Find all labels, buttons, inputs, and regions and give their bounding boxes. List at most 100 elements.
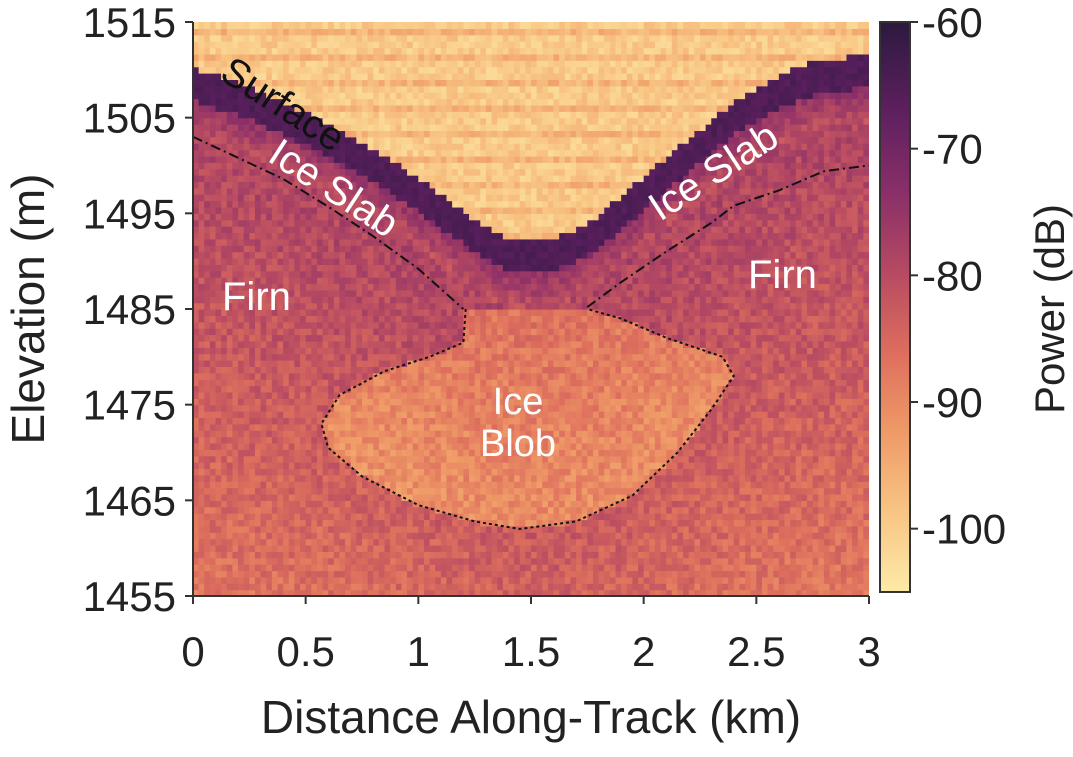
heatmap-cell [316, 219, 324, 227]
heatmap-cell [378, 34, 386, 42]
heatmap-cell [311, 328, 318, 336]
heatmap-cell [480, 436, 487, 444]
heatmap-cell [198, 296, 205, 304]
heatmap-cell [277, 379, 284, 387]
heatmap-cell [356, 544, 363, 552]
heatmap-cell [418, 194, 425, 202]
heatmap-cell [407, 468, 414, 476]
heatmap-cell [260, 360, 267, 367]
heatmap-cell [328, 213, 335, 221]
heatmap-cell [485, 53, 493, 61]
heatmap-cell [294, 213, 301, 221]
heatmap-cell [271, 525, 279, 533]
heatmap-cell [457, 315, 464, 323]
heatmap-cell [440, 340, 448, 348]
heatmap-cell [463, 411, 470, 419]
heatmap-cell [469, 462, 476, 470]
heatmap-cell [429, 66, 436, 74]
heatmap-cell [232, 219, 239, 227]
heatmap-cell [446, 404, 453, 412]
heatmap-cell [350, 181, 357, 189]
heatmap-cell [294, 564, 301, 572]
heatmap-cell [378, 532, 386, 540]
heatmap-cell [463, 455, 470, 463]
heatmap-cell [305, 551, 312, 559]
heatmap-cell [440, 576, 448, 584]
heatmap-cell [457, 532, 464, 540]
heatmap-cell [367, 551, 374, 559]
heatmap-cell [367, 283, 374, 291]
heatmap-cell [215, 124, 222, 132]
heatmap-cell [288, 513, 295, 521]
heatmap-cell [407, 104, 414, 112]
heatmap-cell [288, 340, 295, 348]
heatmap-cell [491, 391, 498, 399]
heatmap-cell [193, 149, 200, 157]
heatmap-cell [333, 168, 341, 176]
heatmap-cell [238, 309, 245, 316]
heatmap-cell [378, 162, 386, 170]
heatmap-cell [362, 289, 369, 297]
heatmap-cell [378, 22, 386, 29]
heatmap-cell [463, 589, 470, 596]
heatmap-cell [350, 289, 357, 297]
heatmap-cell [350, 347, 357, 355]
heatmap-cell [350, 519, 357, 527]
heatmap-cell [463, 334, 470, 342]
heatmap-cell [440, 283, 448, 291]
heatmap-cell [480, 513, 487, 521]
heatmap-cell [485, 468, 493, 476]
heatmap-cell [300, 328, 307, 336]
heatmap-cell [260, 175, 267, 183]
heatmap-cell [407, 493, 414, 501]
heatmap-cell [350, 296, 357, 304]
heatmap-cell [260, 111, 267, 119]
heatmap-cell [294, 289, 301, 297]
heatmap-cell [249, 200, 256, 208]
heatmap-cell [277, 455, 284, 463]
heatmap-cell [249, 500, 256, 508]
heatmap-cell [311, 449, 318, 457]
heatmap-cell [209, 162, 217, 170]
heatmap-cell [271, 79, 279, 87]
heatmap-cell [260, 570, 267, 578]
heatmap-cell [384, 73, 391, 80]
heatmap-cell [395, 124, 403, 132]
heatmap-cell [452, 296, 459, 304]
heatmap-cell [328, 200, 335, 208]
heatmap-cell [226, 98, 234, 106]
heatmap-cell [423, 168, 431, 176]
heatmap-cell [418, 104, 425, 112]
heatmap-cell [277, 98, 284, 106]
heatmap-cell [193, 130, 200, 138]
heatmap-cell [288, 296, 295, 304]
heatmap-cell [384, 449, 391, 457]
heatmap-cell [446, 47, 453, 55]
heatmap-cell [271, 398, 279, 406]
heatmap-cell [271, 487, 279, 495]
heatmap-cell [469, 60, 476, 68]
heatmap-cell [249, 104, 256, 112]
heatmap-cell [457, 423, 464, 431]
heatmap-cell [283, 92, 290, 100]
heatmap-cell [485, 187, 493, 195]
heatmap-cell [378, 583, 386, 591]
heatmap-cell [350, 506, 357, 514]
heatmap-cell [395, 136, 403, 144]
heatmap-cell [209, 47, 217, 55]
heatmap-cell [423, 557, 431, 565]
heatmap-cell [322, 309, 329, 316]
heatmap-cell [316, 513, 324, 521]
heatmap-cell [193, 500, 200, 508]
heatmap-cell [311, 398, 318, 406]
heatmap-cell [294, 175, 301, 183]
heatmap-cell [193, 251, 200, 259]
heatmap-cell [300, 302, 307, 310]
heatmap-cell [316, 175, 324, 183]
heatmap-cell [423, 481, 431, 489]
heatmap-cell [440, 28, 448, 36]
heatmap-cell [401, 564, 408, 572]
heatmap-cell [446, 430, 453, 438]
heatmap-cell [328, 328, 335, 336]
heatmap-cell [333, 417, 341, 425]
